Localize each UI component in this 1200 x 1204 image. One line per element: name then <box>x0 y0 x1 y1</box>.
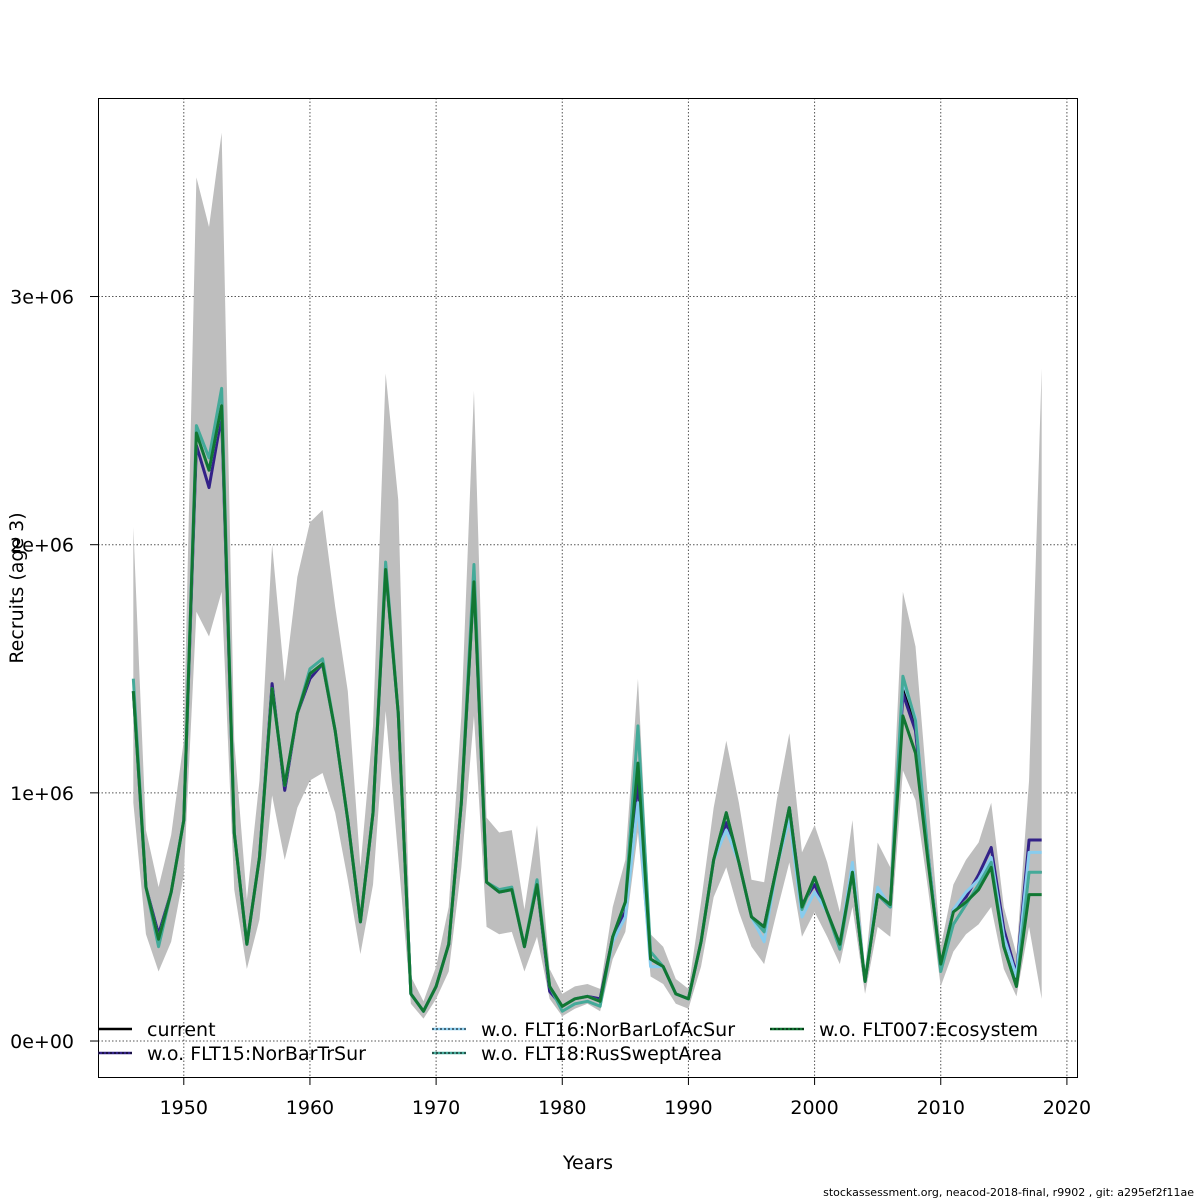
x-tick-label: 2010 <box>917 1097 965 1119</box>
legend-item: w.o. FLT007:Ecosystem <box>770 1019 1038 1041</box>
legend-item: w.o. FLT15:NorBarTrSur <box>98 1043 366 1065</box>
x-tick-label: 1990 <box>664 1097 712 1119</box>
x-axis: 1950 1960 1970 1980 1990 2000 2010 2020 <box>160 1077 1091 1119</box>
legend-label: w.o. FLT007:Ecosystem <box>819 1019 1038 1041</box>
x-tick-label: 2000 <box>790 1097 838 1119</box>
x-axis-label: Years <box>562 1152 613 1174</box>
legend-label: current <box>147 1019 216 1041</box>
x-tick-label: 1980 <box>538 1097 586 1119</box>
y-tick-label: 1e+06 <box>10 783 74 805</box>
x-tick-label: 2020 <box>1043 1097 1091 1119</box>
legend-item: w.o. FLT16:NorBarLofAcSur <box>432 1019 735 1041</box>
legend-label: w.o. FLT16:NorBarLofAcSur <box>481 1019 735 1041</box>
legend-label: w.o. FLT18:RusSweptArea <box>481 1043 722 1065</box>
x-tick-label: 1970 <box>412 1097 460 1119</box>
legend-item: current <box>98 1019 216 1041</box>
confidence-band <box>133 133 1041 1019</box>
confidence-band-layer <box>133 133 1041 1019</box>
series-lines-layer <box>133 388 1041 1011</box>
y-tick-label: 0e+00 <box>10 1031 74 1053</box>
legend-item: w.o. FLT18:RusSweptArea <box>432 1043 722 1065</box>
footer-credit: stockassessment.org, neacod-2018-final, … <box>823 1186 1194 1199</box>
x-tick-label: 1960 <box>286 1097 334 1119</box>
x-tick-label: 1950 <box>160 1097 208 1119</box>
legend-label: w.o. FLT15:NorBarTrSur <box>147 1043 366 1065</box>
y-axis-label: Recruits (age 3) <box>6 512 28 663</box>
y-tick-label: 3e+06 <box>10 287 74 309</box>
